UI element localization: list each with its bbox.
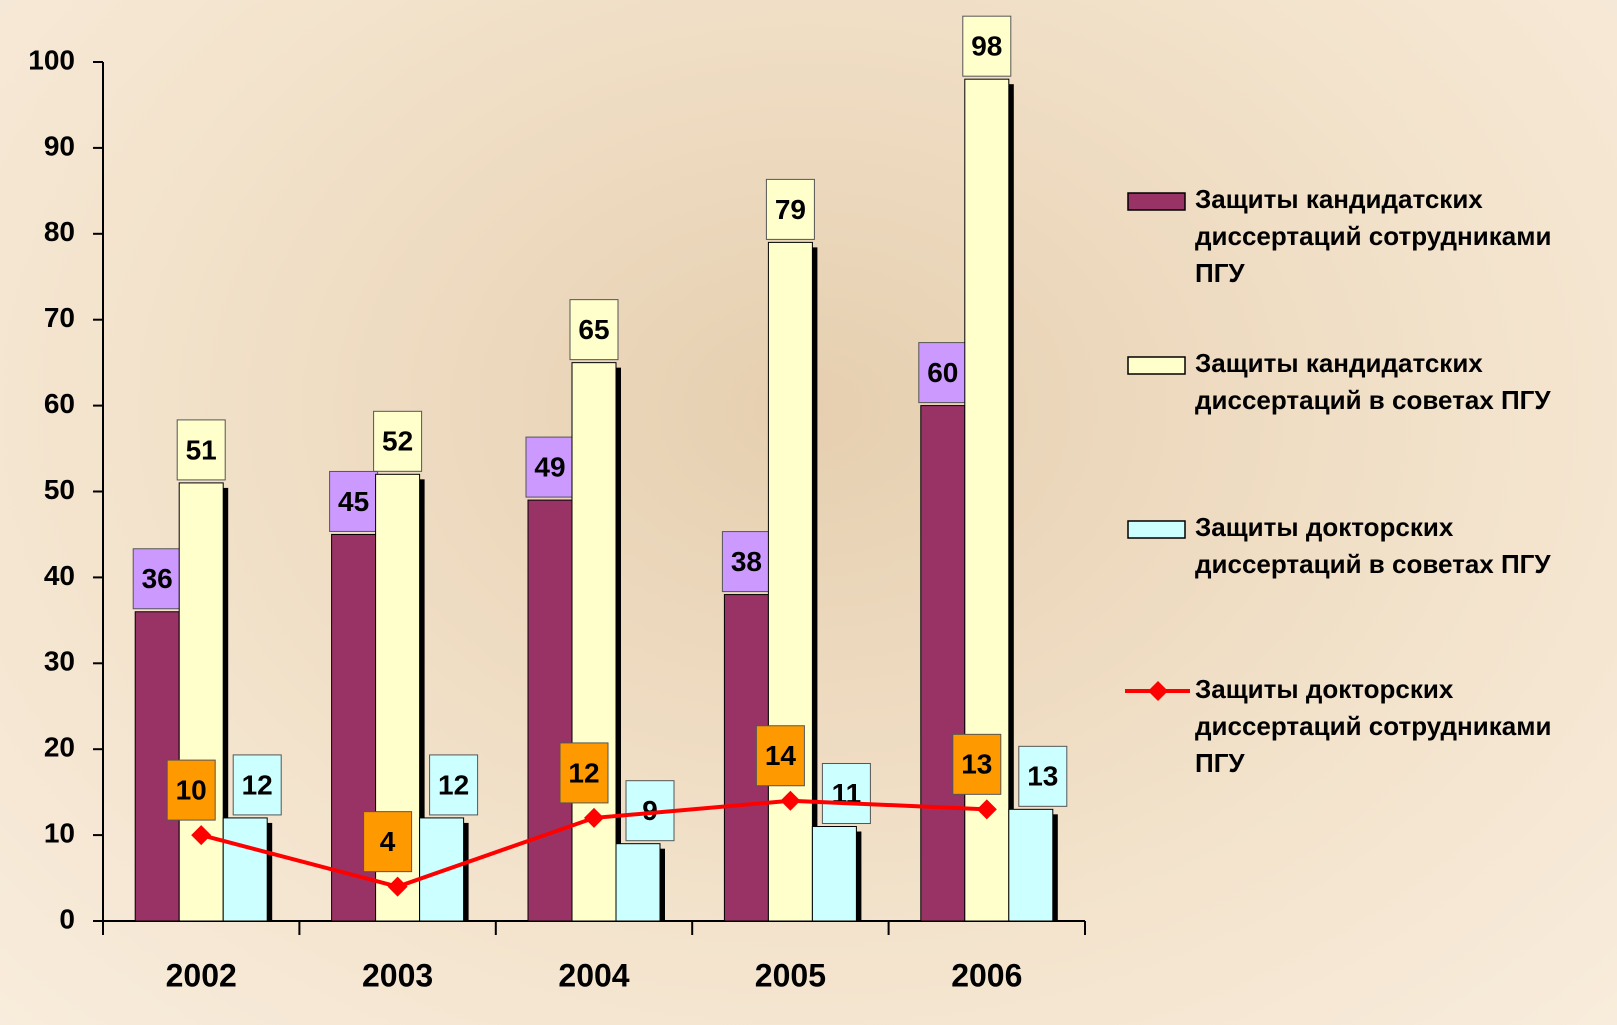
value-label: 12 [438, 769, 469, 800]
y-tick-label: 90 [44, 130, 75, 161]
y-tick-label: 60 [44, 388, 75, 419]
value-label-box [363, 811, 413, 873]
value-label: 12 [242, 769, 273, 800]
y-tick-label: 10 [44, 817, 75, 848]
value-label: 14 [765, 740, 797, 771]
y-tick-label: 0 [59, 903, 75, 934]
value-label: 51 [186, 434, 217, 465]
value-label: 13 [1027, 761, 1058, 792]
bar [527, 499, 573, 922]
value-label: 60 [927, 357, 958, 388]
value-label: 38 [731, 546, 762, 577]
line-marker [976, 799, 997, 820]
value-label-box [721, 531, 771, 593]
value-label-box [176, 419, 226, 481]
value-label: 13 [961, 749, 992, 780]
bar [178, 482, 224, 922]
value-label-box [525, 436, 575, 498]
y-tick-label: 100 [28, 44, 75, 75]
value-label-box [952, 733, 1002, 795]
legend-swatch [1127, 192, 1186, 211]
value-label-box [821, 763, 871, 825]
value-label-box [232, 754, 282, 816]
y-tick-label: 30 [44, 646, 75, 677]
bar [767, 241, 813, 922]
x-tick-label: 2003 [362, 957, 433, 993]
value-label-box [1018, 745, 1068, 807]
legend-swatch [1127, 356, 1186, 375]
legend-label: Защиты кандидатских диссертаций в совета… [1195, 348, 1551, 415]
value-label: 98 [971, 31, 1002, 62]
bar [920, 405, 966, 922]
value-label-box [132, 548, 182, 610]
value-label-box [329, 470, 379, 532]
value-label-box [429, 754, 479, 816]
value-label-box [569, 299, 619, 361]
bar [1008, 808, 1054, 922]
y-tick-label: 50 [44, 474, 75, 505]
bar [222, 817, 268, 922]
value-label: 36 [142, 563, 173, 594]
value-label-box [166, 759, 216, 821]
x-tick-label: 2005 [755, 957, 826, 993]
legend-label: Защиты кандидатских диссертаций сотрудни… [1195, 184, 1552, 288]
value-label: 45 [338, 486, 369, 517]
value-label: 79 [775, 194, 806, 225]
y-tick-label: 80 [44, 216, 75, 247]
value-label: 12 [568, 757, 599, 788]
bar [811, 826, 857, 922]
y-tick-label: 20 [44, 732, 75, 763]
value-label: 9 [642, 795, 658, 826]
line-marker [780, 790, 801, 811]
value-label-box [962, 15, 1012, 77]
legend-swatch [1127, 520, 1186, 539]
value-label: 4 [380, 826, 396, 857]
value-label-box [755, 725, 805, 787]
x-tick-label: 2006 [951, 957, 1022, 993]
value-label: 49 [534, 451, 565, 482]
legend-swatch-marker [1148, 681, 1168, 701]
line-marker [387, 876, 408, 897]
bar [571, 362, 617, 922]
y-tick-label: 70 [44, 302, 75, 333]
value-label: 65 [578, 314, 609, 345]
line-marker [584, 807, 604, 828]
bar [615, 843, 661, 922]
legend-label: Защиты докторских диссертаций в советах … [1195, 512, 1551, 579]
value-label-box [765, 178, 815, 240]
line-marker [191, 825, 212, 846]
y-tick-label: 40 [44, 560, 75, 591]
value-label-box [559, 742, 609, 804]
value-label-box [918, 342, 968, 404]
value-label: 52 [382, 426, 413, 457]
x-tick-label: 2004 [558, 957, 629, 993]
legend-label: Защиты докторских диссертаций сотрудника… [1195, 674, 1552, 778]
value-label: 10 [176, 774, 207, 805]
x-tick-label: 2002 [166, 957, 237, 993]
value-label-box [373, 410, 423, 472]
